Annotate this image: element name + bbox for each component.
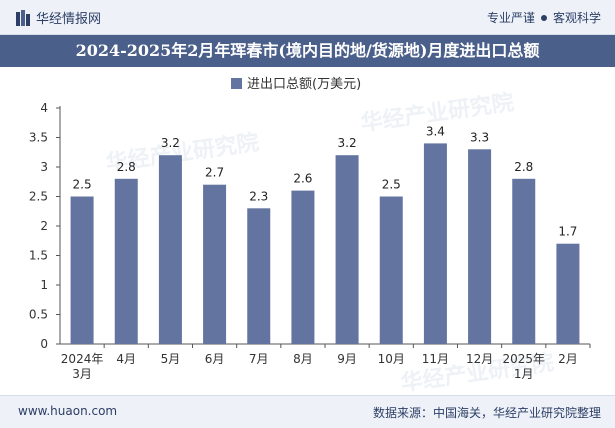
bar [203,184,227,344]
slogan-left: 专业严谨 [486,11,535,25]
x-tick-label: 2025年 1月 [502,352,545,381]
data-label: 3.2 [161,136,180,150]
footer-bar: www.huaon.com 数据来源：中国海关，华经产业研究院整理 [0,395,615,428]
data-label: 3.4 [426,124,445,138]
bar [247,208,271,344]
y-tick-label: 4 [40,101,48,115]
bar [158,155,182,344]
website-link[interactable]: www.huaon.com [18,404,118,418]
brand-logo-icon [16,9,30,26]
bar [291,190,315,344]
data-label: 3.3 [470,130,489,144]
y-tick-label: 0 [40,337,48,351]
data-label: 2.6 [293,172,312,186]
x-tick-label: 2月 [558,352,578,366]
y-tick-label: 3 [40,160,48,174]
bar [468,149,492,344]
bar [70,196,94,344]
legend-swatch [231,78,242,89]
slogan: 专业严谨 客观科学 [487,9,601,26]
x-tick-label: 5月 [161,352,181,366]
x-tick-label: 11月 [422,352,449,366]
x-tick-label: 2024年 3月 [61,352,104,381]
top-header-bar: 华经情报网 专业严谨 客观科学 [0,0,615,35]
x-tick-label: 7月 [249,352,269,366]
bar [114,178,138,344]
bar [556,243,580,344]
chart-title: 2024-2025年2月年珲春市(境内目的地/货源地)月度进出口总额 [0,35,615,67]
bar [379,196,403,344]
x-tick-label: 12月 [466,352,493,366]
y-tick-label: 2 [40,219,48,233]
x-tick-label: 8月 [293,352,313,366]
data-label: 2.5 [73,178,92,192]
bar [335,155,359,344]
separator-dot-icon [540,14,547,21]
data-label: 2.8 [514,160,533,174]
y-tick-label: 0.5 [29,308,48,322]
slogan-right: 客观科学 [552,11,601,25]
data-label: 2.7 [205,166,224,180]
x-tick-label: 4月 [116,352,136,366]
legend-label: 进出口总额(万美元) [247,77,361,92]
y-tick-label: 1.5 [29,249,48,263]
y-tick-label: 3.5 [29,131,48,145]
data-label: 3.2 [338,136,357,150]
bar [423,143,447,344]
data-label: 2.5 [382,178,401,192]
data-source: 数据来源：中国海关，华经产业研究院整理 [372,406,601,420]
y-tick-label: 2.5 [29,190,48,204]
data-label: 2.8 [117,160,136,174]
data-label: 2.3 [249,189,268,203]
x-tick-label: 10月 [378,352,405,366]
bar-chart: 进出口总额(万美元) 0 0.5 1 1.5 2 2.5 3 3.5 4 2.5 2024年 3月 2.8… [29,77,591,381]
x-tick-label: 6月 [205,352,225,366]
bar [512,178,536,344]
brand-name: 华经情报网 [36,12,102,27]
x-tick-label: 9月 [337,352,357,366]
data-label: 1.7 [558,225,577,239]
brand[interactable]: 华经情报网 [16,8,101,27]
y-tick-label: 1 [40,278,48,292]
